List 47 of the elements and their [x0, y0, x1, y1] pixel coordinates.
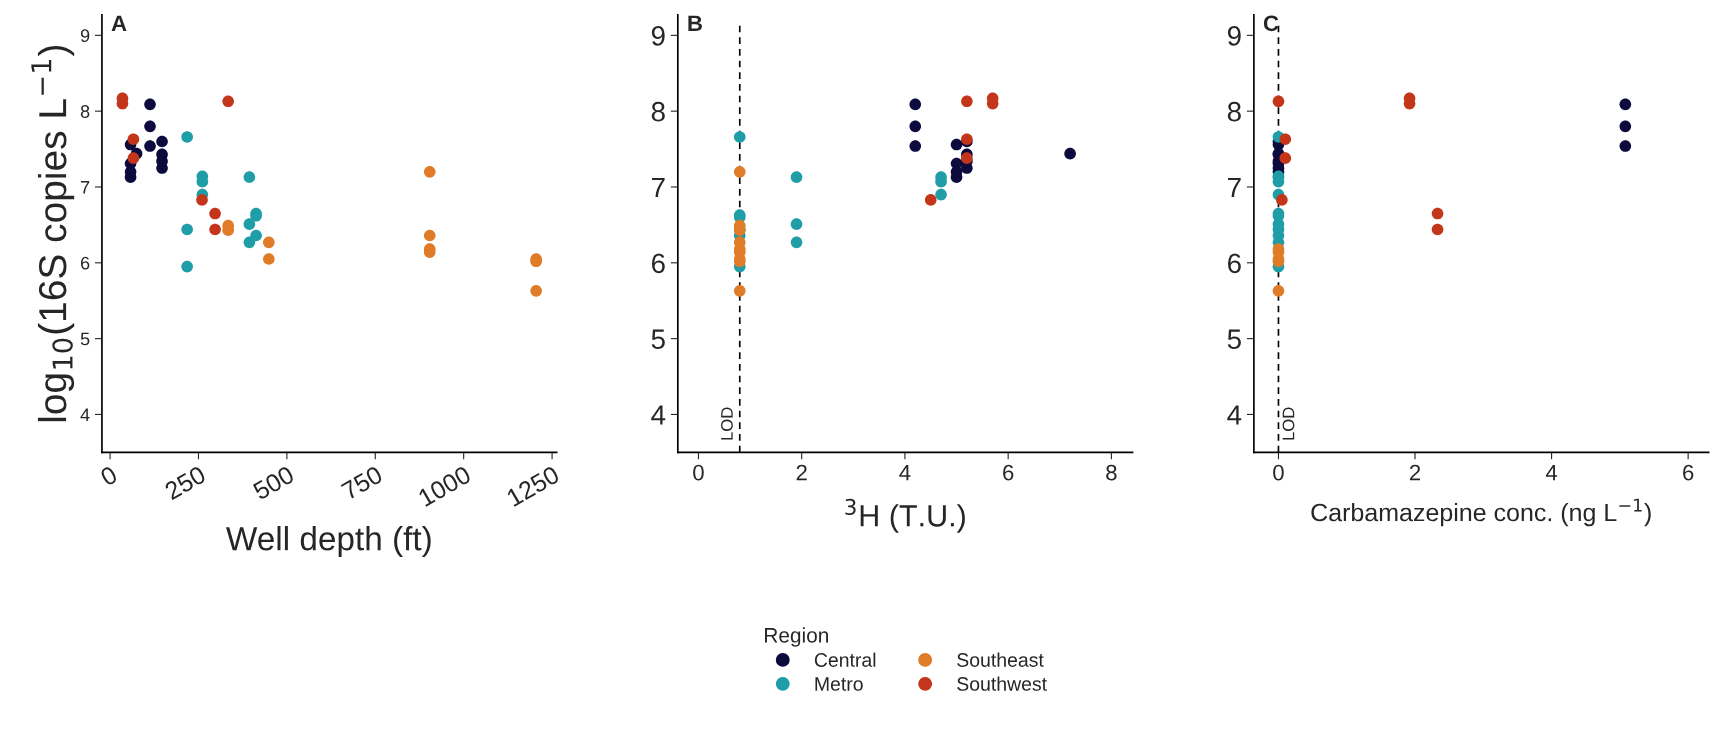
y-tick-label: 9 [651, 26, 665, 46]
y-tick-label: 4 [80, 408, 90, 421]
x-tick-label: 2 [796, 464, 807, 481]
y-tick-label: 4 [1227, 405, 1242, 425]
x-axis-title: Carbamazepine conc. (ng L$^{−1}$) [1311, 498, 1651, 527]
y-tick-label: 5 [651, 329, 665, 349]
x-tick-label: 2 [1409, 464, 1421, 481]
y-tick-label: 6 [651, 253, 665, 274]
chart-title: A [111, 15, 127, 31]
x-tick-label: 0 [99, 465, 119, 487]
x-tick-label: 1000 [417, 465, 473, 507]
y-tick-label: 6 [81, 256, 90, 270]
y-tick-label: 5 [80, 332, 90, 346]
chart-title: B [688, 15, 702, 31]
y-tick-label: 8 [80, 105, 90, 118]
y-axis-title: log$_{10}$(16S copies L$^{−1}$) [31, 45, 75, 422]
y-tick-label: 7 [81, 181, 90, 194]
y-tick-label: 9 [80, 29, 90, 43]
y-tick-label: 8 [1227, 101, 1241, 122]
x-tick-label: 6 [1003, 464, 1014, 481]
y-tick-label: 9 [1227, 26, 1241, 46]
x-axis-title: Well depth (ft) [226, 526, 431, 558]
ref-line-label: LOD [721, 407, 733, 440]
x-tick-label: 8 [1106, 464, 1117, 481]
legend-label: Southeast [957, 652, 1044, 667]
y-tick-label: 7 [1228, 177, 1241, 198]
x-tick-label: 1250 [505, 465, 561, 507]
x-tick-label: 6 [1683, 464, 1694, 481]
y-tick-label: 6 [1228, 253, 1241, 274]
legend-label: Metro [815, 677, 863, 691]
y-tick-label: 5 [1227, 329, 1241, 349]
x-tick-label: 500 [251, 465, 296, 501]
x-axis-title: $^{3}$H (T.U.) [845, 498, 965, 533]
y-tick-label: 4 [651, 405, 666, 425]
legend-label: Southwest [957, 676, 1047, 691]
x-tick-label: 250 [163, 465, 207, 501]
x-tick-label: 750 [340, 465, 384, 501]
x-tick-label: 0 [1273, 464, 1284, 481]
x-tick-label: 0 [693, 464, 704, 481]
legend-label: Central [814, 652, 876, 667]
x-tick-label: 4 [1545, 464, 1558, 481]
y-tick-label: 8 [651, 101, 665, 122]
chart-title: C [1263, 15, 1279, 32]
ref-line-label: LOD [1282, 407, 1295, 440]
x-tick-label: 4 [899, 464, 911, 481]
legend-title: Region [765, 627, 828, 647]
y-tick-label: 7 [651, 177, 665, 198]
